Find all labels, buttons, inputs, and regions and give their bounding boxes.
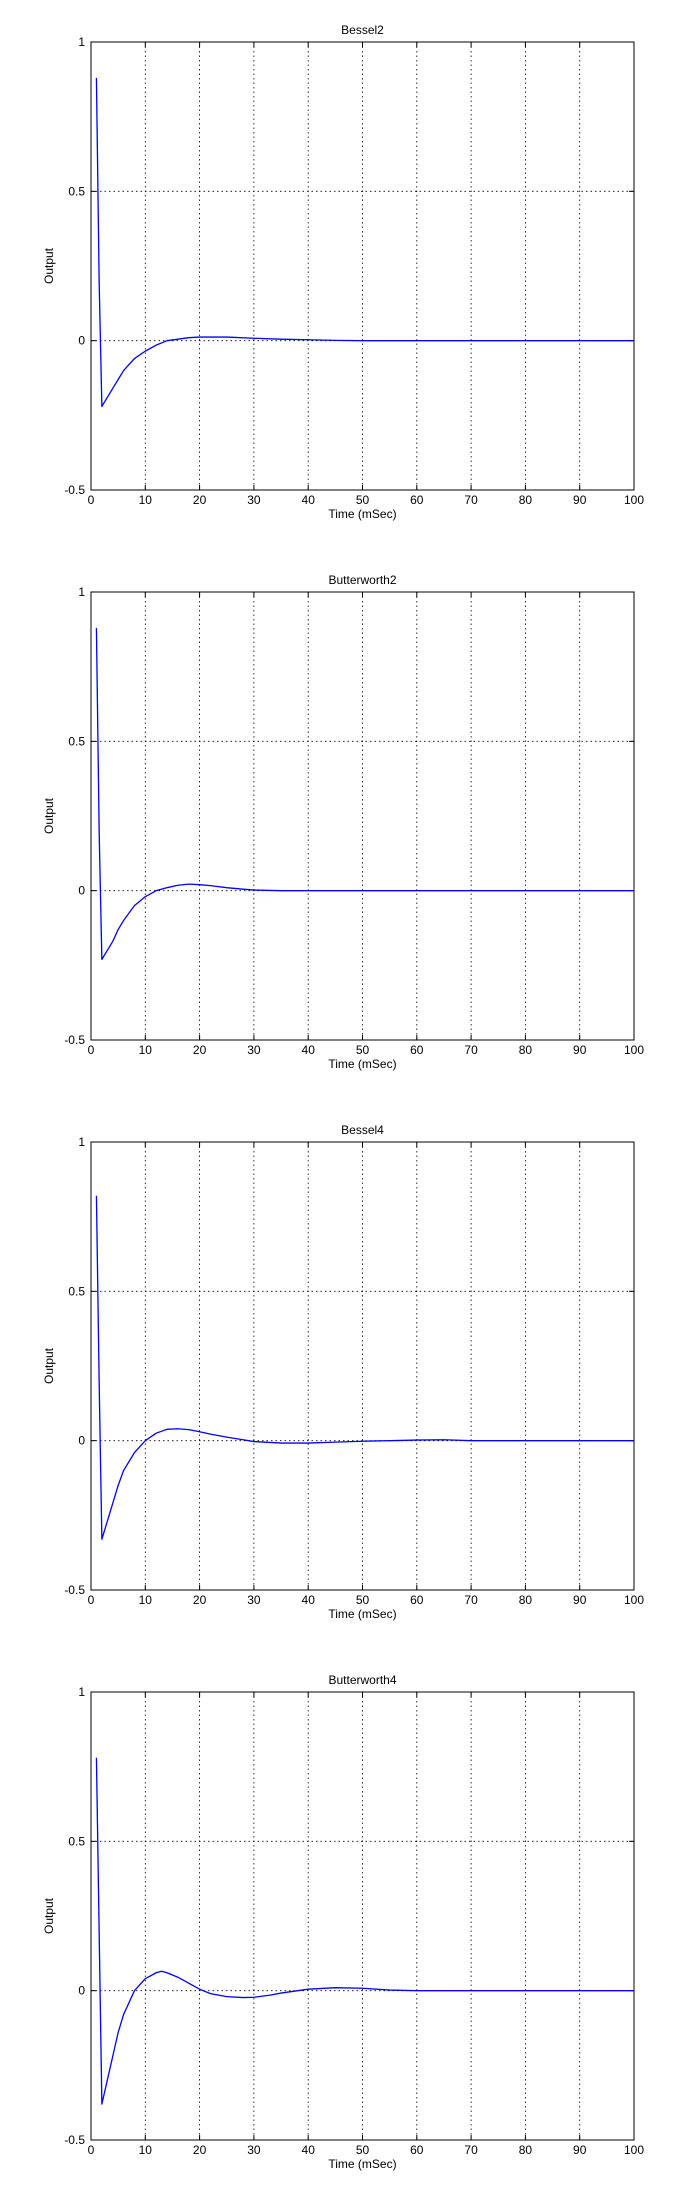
x-tick-label: 80 bbox=[519, 2143, 533, 2157]
y-tick-label: 1 bbox=[78, 1685, 85, 1699]
x-tick-label: 0 bbox=[88, 1043, 95, 1057]
x-tick-label: 80 bbox=[519, 1593, 533, 1607]
y-tick-label: 0 bbox=[78, 334, 85, 348]
x-tick-label: 60 bbox=[410, 1593, 424, 1607]
x-tick-label: 70 bbox=[464, 1593, 478, 1607]
chart-title: Butterworth4 bbox=[328, 1673, 396, 1687]
y-axis-label: Output bbox=[42, 247, 56, 284]
x-tick-label: 30 bbox=[247, 493, 261, 507]
x-tick-label: 60 bbox=[410, 493, 424, 507]
y-tick-label: 1 bbox=[78, 35, 85, 49]
y-tick-label: 0.5 bbox=[68, 1834, 85, 1848]
x-tick-label: 20 bbox=[193, 493, 207, 507]
x-axis-label: Time (mSec) bbox=[328, 1057, 396, 1071]
axes-frame bbox=[90, 591, 635, 1041]
y-axis-label: Output bbox=[42, 1347, 56, 1384]
x-tick-label: 40 bbox=[302, 493, 316, 507]
y-tick-label: -0.5 bbox=[64, 483, 85, 497]
x-axis-label: Time (mSec) bbox=[328, 1607, 396, 1621]
x-tick-label: 40 bbox=[302, 1593, 316, 1607]
chart-1: 0 10 20 30 40 50 60 70 80 90 100-0.500.51Butterwor… bbox=[42, 573, 644, 1071]
x-tick-label: 100 bbox=[624, 1593, 644, 1607]
series-line-0 bbox=[95, 77, 634, 408]
y-tick-label: 0 bbox=[78, 884, 85, 898]
x-tick-label: 30 bbox=[247, 2143, 261, 2157]
y-axis-label: Output bbox=[42, 1897, 56, 1934]
x-tick-label: 40 bbox=[302, 2143, 316, 2157]
y-tick-label: 1 bbox=[78, 1135, 85, 1149]
x-tick-label: 10 bbox=[139, 2143, 153, 2157]
y-tick-label: 0 bbox=[78, 1984, 85, 1998]
x-tick-label: 30 bbox=[247, 1593, 261, 1607]
x-tick-label: 10 bbox=[139, 1593, 153, 1607]
x-tick-label: 10 bbox=[139, 1043, 153, 1057]
plot-area bbox=[91, 592, 634, 1040]
x-tick-label: 60 bbox=[410, 2143, 424, 2157]
x-tick-label: 100 bbox=[624, 493, 644, 507]
x-tick-label: 20 bbox=[193, 1043, 207, 1057]
x-tick-label: 30 bbox=[247, 1043, 261, 1057]
x-tick-label: 10 bbox=[139, 493, 153, 507]
x-tick-label: 50 bbox=[356, 1593, 370, 1607]
x-tick-label: 100 bbox=[624, 2143, 644, 2157]
x-tick-label: 80 bbox=[519, 493, 533, 507]
x-tick-label: 20 bbox=[193, 1593, 207, 1607]
x-tick-label: 80 bbox=[519, 1043, 533, 1057]
chart-2: 0 10 20 30 40 50 60 70 80 90 100-0.500.51Bessel4Ti… bbox=[42, 1123, 644, 1621]
x-tick-label: 90 bbox=[573, 493, 587, 507]
y-tick-label: 1 bbox=[78, 585, 85, 599]
x-axis-label: Time (mSec) bbox=[328, 507, 396, 521]
y-tick-label: 0.5 bbox=[68, 184, 85, 198]
y-tick-label: -0.5 bbox=[64, 2133, 85, 2147]
y-tick-label: -0.5 bbox=[64, 1583, 85, 1597]
x-tick-label: 0 bbox=[88, 1593, 95, 1607]
x-tick-label: 90 bbox=[573, 2143, 587, 2157]
plot-area bbox=[91, 42, 634, 490]
chart-title: Bessel4 bbox=[341, 1123, 384, 1137]
y-tick-label: 0.5 bbox=[68, 734, 85, 748]
chart-title: Bessel2 bbox=[341, 23, 384, 37]
x-tick-label: 40 bbox=[302, 1043, 316, 1057]
x-tick-label: 50 bbox=[356, 1043, 370, 1057]
x-tick-label: 70 bbox=[464, 2143, 478, 2157]
x-tick-label: 100 bbox=[624, 1043, 644, 1057]
x-tick-label: 70 bbox=[464, 493, 478, 507]
y-tick-label: 0.5 bbox=[68, 1284, 85, 1298]
chart-title: Butterworth2 bbox=[328, 573, 396, 587]
axes-frame bbox=[90, 1691, 635, 2141]
plot-area bbox=[91, 1142, 634, 1590]
x-axis-label: Time (mSec) bbox=[328, 2157, 396, 2171]
x-tick-label: 50 bbox=[356, 493, 370, 507]
axes-frame bbox=[90, 41, 635, 491]
x-tick-label: 60 bbox=[410, 1043, 424, 1057]
x-tick-label: 20 bbox=[193, 2143, 207, 2157]
series-line-0 bbox=[95, 1195, 634, 1540]
y-tick-label: -0.5 bbox=[64, 1033, 85, 1047]
x-tick-label: 0 bbox=[88, 493, 95, 507]
x-tick-label: 90 bbox=[573, 1593, 587, 1607]
series-line-0 bbox=[95, 627, 634, 961]
x-tick-label: 70 bbox=[464, 1043, 478, 1057]
series-line-0 bbox=[95, 1757, 634, 2105]
plot-area bbox=[91, 1692, 634, 2140]
y-tick-label: 0 bbox=[78, 1434, 85, 1448]
x-tick-label: 0 bbox=[88, 2143, 95, 2157]
x-tick-label: 90 bbox=[573, 1043, 587, 1057]
chart-3: 0 10 20 30 40 50 60 70 80 90 100-0.500.51Butterwor… bbox=[42, 1673, 644, 2171]
x-tick-label: 50 bbox=[356, 2143, 370, 2157]
axes-frame bbox=[90, 1141, 635, 1591]
y-axis-label: Output bbox=[42, 797, 56, 834]
chart-0: 0 10 20 30 40 50 60 70 80 90 100-0.500.51Bessel2Ti… bbox=[42, 23, 644, 521]
